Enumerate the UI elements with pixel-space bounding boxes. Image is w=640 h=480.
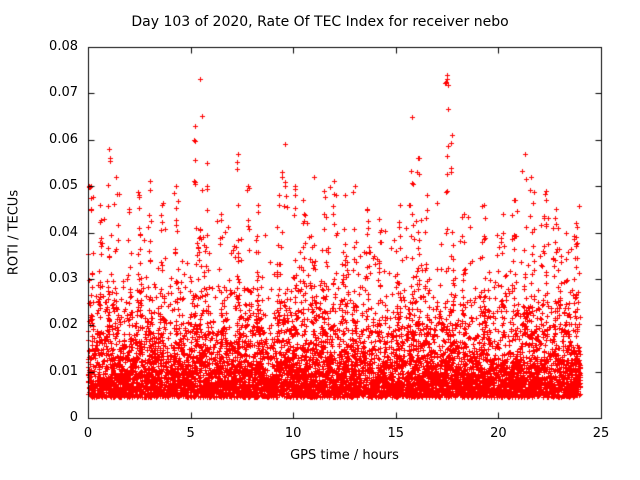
x-tick-label: 5 xyxy=(186,426,195,441)
chart-title: Day 103 of 2020, Rate Of TEC Index for r… xyxy=(131,14,509,30)
x-axis-label: GPS time / hours xyxy=(290,448,399,463)
x-tick-label: 25 xyxy=(592,426,610,441)
x-tick-label: 10 xyxy=(284,426,302,441)
y-tick-label: 0.08 xyxy=(49,39,78,54)
y-tick-label: 0.03 xyxy=(49,270,78,286)
y-tick-label: 0.01 xyxy=(49,363,78,379)
y-tick-label: 0.06 xyxy=(49,131,78,147)
y-tick-label: 0.02 xyxy=(49,317,78,333)
x-tick-label: 15 xyxy=(387,426,405,441)
y-tick-label: 0 xyxy=(69,410,78,425)
y-tick-label: 0.07 xyxy=(49,85,78,101)
x-tick-label: 0 xyxy=(83,426,93,441)
y-tick-label: 0.04 xyxy=(49,224,78,240)
y-tick-label: 0.05 xyxy=(49,178,78,194)
x-tick-label: 20 xyxy=(490,426,507,441)
